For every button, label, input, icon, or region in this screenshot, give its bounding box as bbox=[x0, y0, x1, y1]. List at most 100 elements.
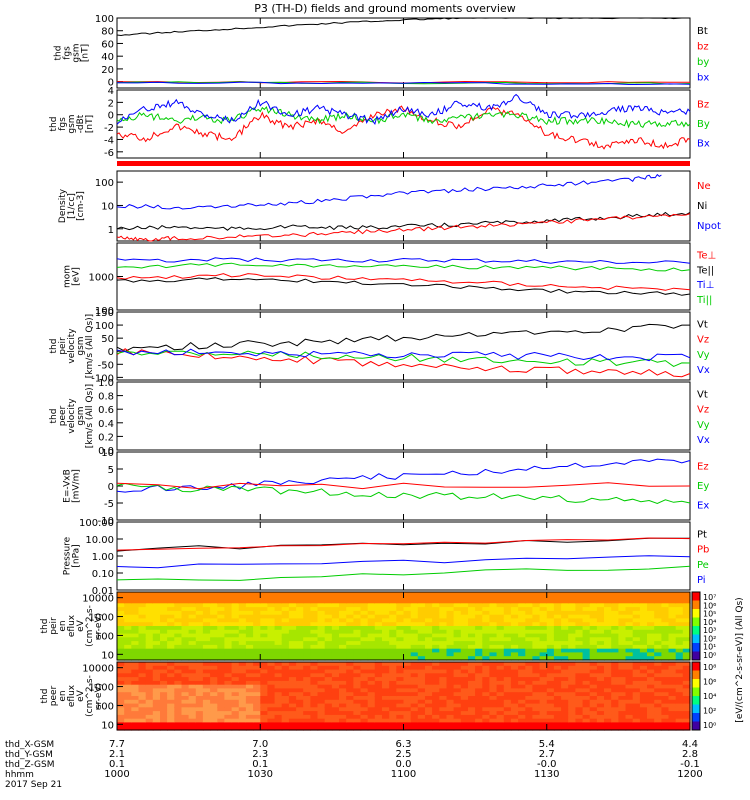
spectrogram-cell bbox=[604, 641, 612, 646]
spectrogram-cell bbox=[382, 626, 390, 631]
spectrogram-cell bbox=[632, 603, 641, 608]
spectrogram-cell bbox=[460, 599, 469, 604]
spectrogram-cell bbox=[160, 711, 168, 716]
spectrogram-cell bbox=[374, 726, 383, 731]
spectrogram-cell bbox=[482, 595, 491, 601]
spectrogram-cell bbox=[389, 711, 397, 716]
spectrogram-cell bbox=[310, 673, 319, 678]
spectrogram-cell bbox=[281, 692, 290, 697]
spectrogram-cell bbox=[138, 711, 147, 716]
spectrogram-cell bbox=[496, 726, 505, 731]
spectrogram-cell bbox=[582, 652, 591, 657]
spectrogram-cell bbox=[131, 665, 140, 671]
spectrogram-cell bbox=[160, 669, 168, 674]
spectrogram-cell bbox=[410, 684, 419, 690]
spectrogram-cell bbox=[625, 703, 634, 708]
spectrogram-cell bbox=[654, 665, 662, 671]
spectrogram-cell bbox=[561, 599, 569, 604]
spectrogram-cell bbox=[360, 607, 369, 612]
spectrogram-cell bbox=[639, 607, 648, 612]
spectrogram-cell bbox=[346, 610, 354, 616]
spectrogram-cell bbox=[174, 614, 183, 620]
spectrogram-cell bbox=[217, 648, 226, 654]
spectrogram-cell bbox=[661, 711, 670, 716]
footer-value: 5.4 bbox=[539, 739, 555, 750]
spectrogram-cell bbox=[475, 718, 483, 724]
spectrogram-cell bbox=[188, 607, 197, 612]
spectrogram-cell bbox=[245, 595, 254, 601]
spectrogram-cell bbox=[310, 696, 319, 701]
y-tick-label: 50 bbox=[101, 334, 114, 345]
spectrogram-cell bbox=[632, 599, 641, 604]
spectrogram-cell bbox=[267, 595, 276, 601]
spectrogram-cell bbox=[532, 703, 541, 708]
spectrogram-cell bbox=[482, 703, 491, 708]
spectrogram-cell bbox=[260, 618, 269, 623]
spectrogram-cell bbox=[317, 614, 326, 620]
y-tick-label: -2 bbox=[104, 123, 114, 134]
spectrogram-cell bbox=[575, 629, 584, 635]
spectrogram-cell bbox=[668, 610, 677, 616]
spectrogram-cell bbox=[124, 614, 132, 620]
spectrogram-cell bbox=[468, 680, 476, 686]
spectrogram-cell bbox=[439, 633, 448, 638]
spectrogram-cell bbox=[267, 603, 276, 608]
spectrogram-cell bbox=[138, 637, 147, 642]
spectrogram-cell bbox=[439, 673, 448, 678]
spectrogram-cell bbox=[324, 680, 333, 686]
spectrogram-cell bbox=[167, 592, 175, 597]
spectrogram-cell bbox=[396, 711, 405, 716]
spectrogram-cell bbox=[468, 592, 476, 597]
spectrogram-cell bbox=[489, 677, 498, 682]
spectrogram-cell bbox=[668, 711, 677, 716]
spectrogram-cell bbox=[202, 665, 211, 671]
spectrogram-cell bbox=[553, 677, 562, 682]
spectrogram-cell bbox=[525, 626, 534, 631]
spectrogram-cell bbox=[396, 618, 405, 623]
spectrogram-cell bbox=[231, 648, 240, 654]
spectrogram-cell bbox=[604, 696, 612, 701]
spectrogram-cell bbox=[561, 595, 569, 601]
spectrogram-cell bbox=[561, 707, 569, 712]
spectrogram-cell bbox=[374, 629, 383, 635]
spectrogram-cell bbox=[575, 703, 584, 708]
spectrogram-cell bbox=[589, 692, 598, 697]
colorbar-axis-label: [eV/(cm^2-s-sr-eV)] (All Qs) bbox=[735, 597, 745, 722]
spectrogram-cell bbox=[303, 662, 311, 667]
spectrogram-cell bbox=[296, 662, 304, 667]
spectrogram-cell bbox=[346, 684, 354, 690]
spectrogram-cell bbox=[575, 722, 584, 727]
spectrogram-cell bbox=[625, 726, 634, 731]
spectrogram-cell bbox=[374, 718, 383, 724]
spectrogram-cell bbox=[181, 714, 190, 720]
spectrogram-cell bbox=[174, 641, 183, 646]
spectrogram-cell bbox=[482, 688, 491, 693]
spectrogram-cell bbox=[510, 703, 519, 708]
spectrogram-cell bbox=[410, 614, 419, 620]
spectrogram-cell bbox=[496, 714, 505, 720]
spectrogram-cell bbox=[317, 607, 326, 612]
spectrogram-cell bbox=[288, 718, 297, 724]
spectrogram-cell bbox=[324, 703, 333, 708]
spectrogram-cell bbox=[238, 665, 247, 671]
spectrogram-cell bbox=[439, 637, 448, 642]
spectrogram-cell bbox=[582, 614, 591, 620]
spectrogram-cell bbox=[668, 599, 677, 604]
spectrogram-cell bbox=[281, 714, 290, 720]
spectrogram-cell bbox=[124, 662, 132, 667]
spectrogram-cell bbox=[331, 696, 340, 701]
y-axis-label: [1/cc] bbox=[67, 193, 77, 219]
spectrogram-cell bbox=[281, 684, 290, 690]
spectrogram-cell bbox=[181, 669, 190, 674]
spectrogram-cell bbox=[174, 669, 183, 674]
spectrogram-cell bbox=[374, 644, 383, 650]
spectrogram-cell bbox=[181, 699, 190, 705]
spectrogram-cell bbox=[561, 696, 569, 701]
spectrogram-cell bbox=[611, 696, 619, 701]
spectrogram-cell bbox=[267, 622, 276, 627]
spectrogram-cell bbox=[596, 592, 605, 597]
spectrogram-cell bbox=[253, 629, 261, 635]
spectrogram-cell bbox=[217, 614, 226, 620]
spectrogram-cell bbox=[596, 637, 605, 642]
